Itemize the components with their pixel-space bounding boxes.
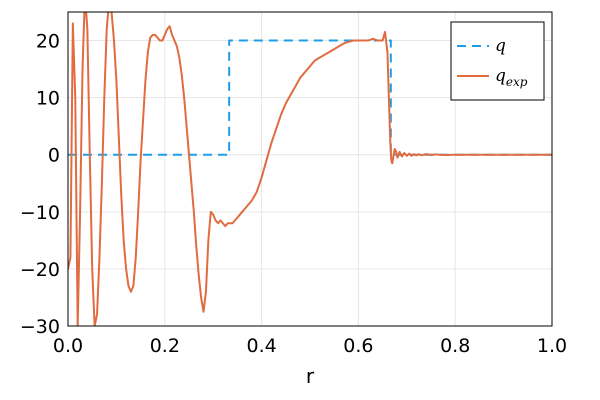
legend-box [450, 21, 545, 101]
plot-frame [67, 11, 553, 327]
y-tick-label: 10 [36, 88, 60, 110]
x-tick-label: 1.0 [537, 335, 567, 357]
x-tick-label: 0.6 [343, 335, 373, 357]
y-tick-label: −20 [20, 259, 60, 281]
y-tick-label: 20 [36, 31, 60, 53]
legend-label: q [495, 36, 506, 56]
x-tick-label: 0.4 [246, 335, 276, 357]
x-axis-title: r [306, 364, 315, 388]
x-tick-label: 0.2 [150, 335, 180, 357]
series-line-q-exp [68, 12, 552, 326]
legend-label: qexp [495, 66, 528, 89]
y-tick-label: −30 [20, 316, 60, 338]
x-tick-label: 0.8 [440, 335, 470, 357]
series-layer [68, 12, 552, 326]
tick-labels: 0.0 0.2 0.4 0.6 0.8 1.0 −30 −20 −10 0 10 20 [20, 31, 567, 357]
y-tick-label: −10 [20, 202, 60, 224]
y-tick-label: 0 [48, 145, 60, 167]
x-tick-label: 0.0 [53, 335, 83, 357]
legend: q qexp [450, 21, 545, 101]
